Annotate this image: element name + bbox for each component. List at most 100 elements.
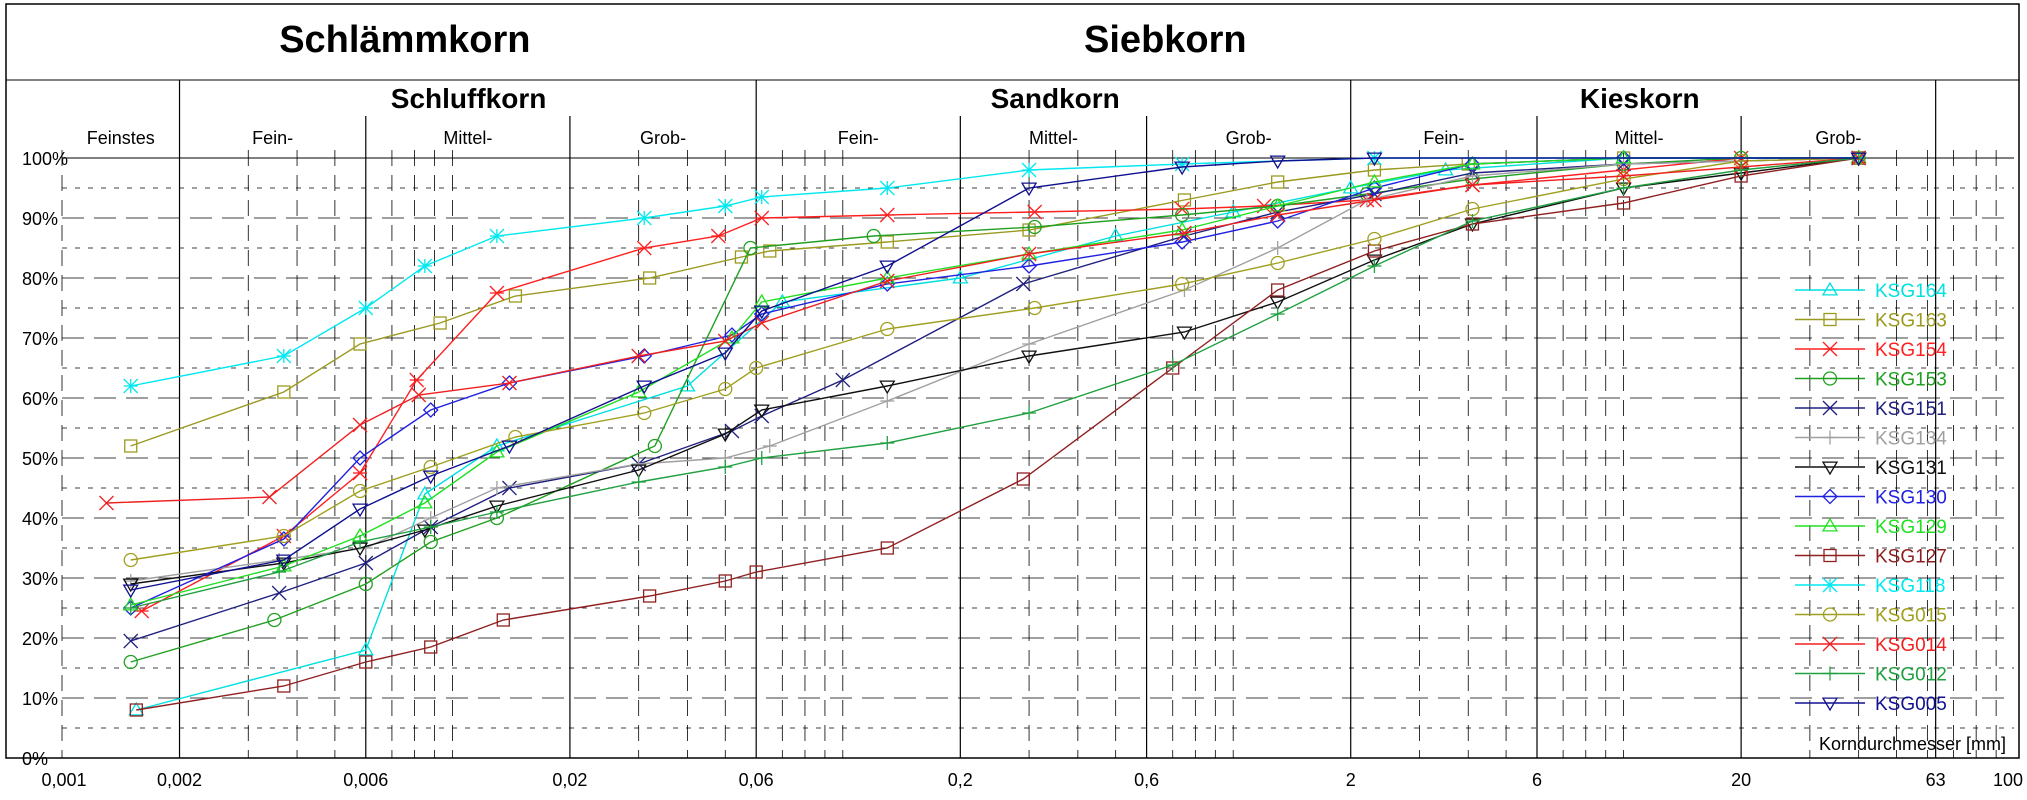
data-point <box>1734 163 1749 177</box>
data-point <box>880 235 894 249</box>
legend-marker <box>1822 400 1838 416</box>
x-tick-label: 0,002 <box>157 770 202 790</box>
data-point <box>123 378 139 394</box>
data-point <box>717 428 734 443</box>
data-point <box>416 524 433 539</box>
data-point <box>1270 241 1285 255</box>
x-tick-label: 0,006 <box>343 770 388 790</box>
x-tick-label: 0,06 <box>739 770 774 790</box>
series-ksg012 <box>123 151 1866 615</box>
legend-marker <box>1821 697 1839 712</box>
header-sub: Fein- <box>1423 128 1464 148</box>
series-line <box>130 157 1859 582</box>
header-sub: Grob- <box>1815 128 1861 148</box>
series-ksg163 <box>124 151 1866 453</box>
data-point <box>630 464 647 479</box>
series-ksg151 <box>123 150 1867 649</box>
data-point <box>124 439 138 453</box>
data-point <box>352 483 368 499</box>
legend-entry: KSG151 <box>1795 399 1947 420</box>
data-point <box>753 404 770 419</box>
header-sub: Grob- <box>1226 128 1272 148</box>
data-point <box>879 180 895 196</box>
data-point <box>496 613 510 627</box>
legend-entry: KSG130 <box>1795 488 1947 509</box>
data-point <box>1269 155 1286 170</box>
data-point <box>717 347 734 362</box>
data-point <box>1022 337 1037 351</box>
series-ksg164 <box>128 149 1867 716</box>
data-point <box>1367 259 1382 273</box>
series-line <box>130 157 1859 585</box>
series-line <box>136 157 1859 711</box>
y-tick-label: 80% <box>22 269 58 289</box>
data-point <box>1615 149 1632 164</box>
data-point <box>275 554 292 569</box>
data-point <box>262 489 277 505</box>
data-point <box>743 240 758 256</box>
data-point <box>267 612 282 628</box>
data-point <box>122 584 139 599</box>
data-point <box>866 228 881 244</box>
data-point <box>754 451 769 465</box>
series-line <box>130 157 1859 447</box>
legend-label: KSG129 <box>1875 517 1947 538</box>
data-point <box>358 555 374 571</box>
data-point <box>352 465 368 481</box>
data-point <box>1027 204 1043 220</box>
legend-entry: KSG015 <box>1795 606 1947 627</box>
legend-label: KSG154 <box>1875 340 1947 361</box>
data-point <box>422 402 439 418</box>
data-point <box>488 443 506 458</box>
data-point <box>417 258 433 274</box>
x-tick-label: 0,2 <box>948 770 973 790</box>
data-point <box>636 210 652 226</box>
legend-entry: KSG005 <box>1795 694 1947 715</box>
legend-entry: KSG131 <box>1795 458 1947 479</box>
data-point <box>717 333 733 349</box>
data-point <box>272 565 287 579</box>
series-ksg015 <box>123 150 1866 568</box>
legend-marker <box>1821 461 1839 476</box>
header-top: Schlämmkorn <box>279 19 530 61</box>
header-sub: Fein- <box>838 128 879 148</box>
data-point <box>351 503 369 518</box>
legend-label: KSG012 <box>1875 665 1947 686</box>
data-point <box>409 372 425 388</box>
series-line <box>130 157 1859 561</box>
data-point <box>501 440 518 455</box>
legend-entry: KSG154 <box>1795 340 1947 361</box>
data-point <box>879 380 896 395</box>
header-top: Siebkorn <box>1084 19 1247 61</box>
series-ksg118 <box>123 150 1867 394</box>
series-line <box>130 157 1859 609</box>
data-point <box>1021 162 1037 178</box>
data-point <box>1615 150 1632 166</box>
data-point <box>501 375 517 391</box>
data-point <box>1271 175 1285 189</box>
series-ksg131 <box>122 152 1867 593</box>
data-point <box>631 457 646 471</box>
data-point <box>879 207 895 223</box>
series-ksg134 <box>123 151 1866 588</box>
data-point <box>277 385 291 399</box>
data-point <box>416 485 433 500</box>
data-point <box>358 300 374 316</box>
data-point <box>1022 406 1037 420</box>
data-point <box>636 380 653 395</box>
x-tick-label: 2 <box>1346 770 1356 790</box>
data-point <box>879 273 895 289</box>
data-point <box>1174 207 1190 223</box>
data-point <box>879 260 896 275</box>
data-point <box>1269 296 1286 311</box>
header-middle: Sandkorn <box>991 83 1120 114</box>
y-tick-label: 70% <box>22 329 58 349</box>
x-tick-label: 6 <box>1532 770 1542 790</box>
x-axis-label: Korndurchmesser [mm] <box>1819 734 2006 754</box>
series-line <box>130 157 1859 387</box>
data-point <box>423 534 438 550</box>
data-point <box>879 276 896 292</box>
legend-label: KSG164 <box>1875 281 1947 302</box>
